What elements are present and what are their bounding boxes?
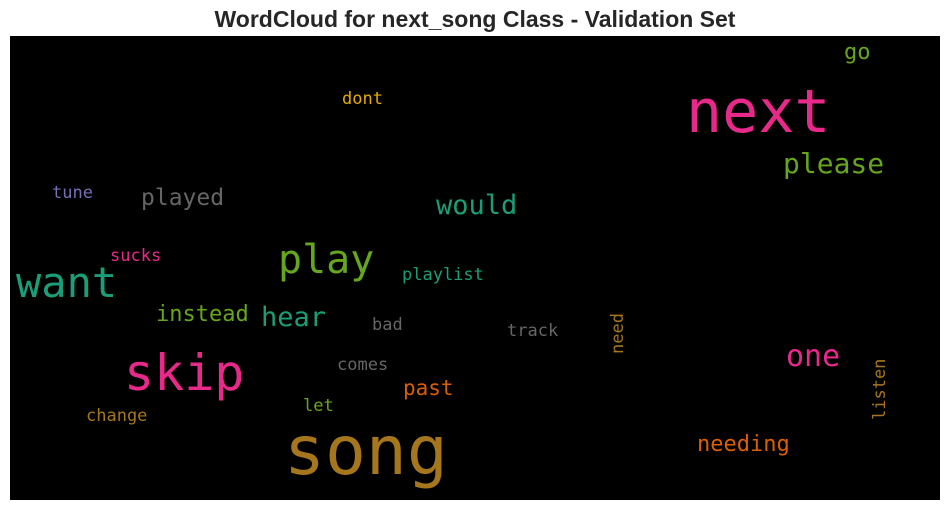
word-please: please — [783, 147, 885, 180]
word-one: one — [786, 339, 841, 374]
word-need: need — [608, 313, 628, 354]
word-play: play — [278, 237, 375, 283]
word-sucks: sucks — [110, 246, 162, 266]
word-would: would — [436, 190, 518, 221]
word-want: want — [16, 258, 118, 307]
word-past: past — [403, 376, 454, 400]
word-playlist: playlist — [402, 265, 484, 285]
word-skip: skip — [124, 344, 245, 402]
word-bad: bad — [372, 315, 403, 335]
word-go: go — [844, 40, 871, 65]
chart-title: WordCloud for next_song Class - Validati… — [214, 6, 736, 32]
word-dont: dont — [342, 89, 383, 109]
word-played: played — [141, 185, 225, 211]
word-change: change — [86, 406, 148, 426]
word-song: song — [284, 412, 448, 491]
word-listen: listen — [870, 358, 890, 420]
word-let: let — [303, 396, 334, 416]
word-comes: comes — [337, 355, 389, 375]
word-track: track — [507, 321, 559, 341]
wordcloud-canvas: song next skip want play please one would hear pl… — [10, 36, 940, 500]
word-needing: needing — [697, 432, 790, 457]
word-tune: tune — [52, 183, 93, 203]
word-next: next — [686, 77, 831, 147]
word-hear: hear — [261, 302, 327, 333]
word-instead: instead — [156, 302, 249, 327]
